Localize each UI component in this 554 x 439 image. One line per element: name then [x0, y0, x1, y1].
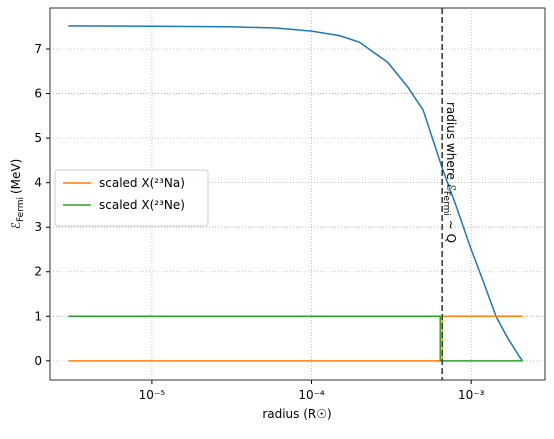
y-tick-label: 1	[34, 309, 42, 323]
plot-frame	[49, 7, 546, 381]
y-label-unit: (MeV)	[9, 159, 23, 194]
y-tick-label: 0	[34, 354, 42, 368]
line	[68, 25, 524, 362]
y-tick-label: 2	[34, 265, 42, 279]
legend-box	[54, 169, 209, 227]
x-axis-label: radius (R☉)	[262, 407, 331, 421]
y-label-symbol: ℰ	[9, 222, 23, 229]
annotation: radius where ℰFermi ∼ Q	[441, 102, 458, 243]
y-tick-label: 3	[34, 220, 42, 234]
annotation-text: radius where ℰ	[444, 102, 458, 191]
y-axis-label: ℰFermi (MeV)	[9, 159, 26, 230]
annotation-text: ∼ Q	[444, 216, 458, 243]
line	[68, 315, 523, 362]
y-tick-label: 7	[34, 42, 42, 56]
line	[68, 315, 523, 362]
legend-label: scaled X(²³Ne)	[99, 198, 185, 212]
x-tick-label: 10⁻³	[458, 388, 485, 402]
legend-label: scaled X(²³Na)	[99, 176, 185, 190]
x-tick-label: 10⁻⁴	[298, 388, 325, 402]
y-tick-label: 5	[34, 131, 42, 145]
y-tick-label: 6	[34, 87, 42, 101]
y-label-subscript: Fermi	[16, 197, 26, 222]
y-tick-label: 4	[34, 176, 42, 190]
x-tick-label: 10⁻⁵	[139, 388, 166, 402]
annotation-subscript: Fermi	[441, 191, 451, 216]
